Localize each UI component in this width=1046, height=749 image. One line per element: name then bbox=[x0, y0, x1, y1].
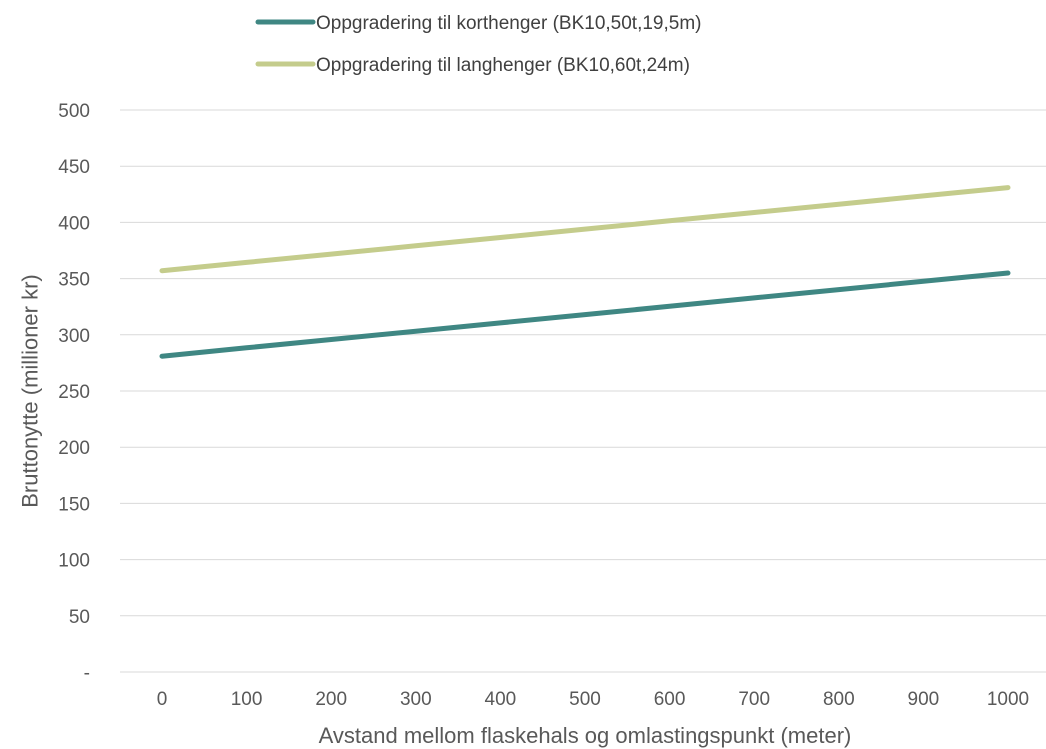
gridlines bbox=[120, 109, 1046, 673]
x-tick-label: 1000 bbox=[987, 689, 1029, 710]
y-tick-label: 150 bbox=[58, 494, 90, 515]
x-tick-label: 100 bbox=[231, 689, 263, 710]
legend: Oppgradering til korthenger (BK10,50t,19… bbox=[255, 13, 702, 76]
legend-label: Oppgradering til langhenger (BK10,60t,24… bbox=[316, 55, 690, 76]
x-tick-label: 900 bbox=[908, 689, 940, 710]
y-tick-label: 250 bbox=[58, 382, 90, 403]
x-tick-label: 600 bbox=[654, 689, 686, 710]
y-tick-label: 50 bbox=[69, 607, 90, 628]
x-tick-label: 300 bbox=[400, 689, 432, 710]
series-line bbox=[159, 270, 1011, 359]
y-tick-label: 350 bbox=[58, 270, 90, 291]
series-lines bbox=[159, 185, 1011, 359]
y-tick-label: - bbox=[84, 663, 90, 684]
y-tick-label: 400 bbox=[58, 213, 90, 234]
y-tick-label: 200 bbox=[58, 438, 90, 459]
y-tick-label: 300 bbox=[58, 326, 90, 347]
x-axis-title: Avstand mellom flaskehals og omlastingsp… bbox=[319, 723, 852, 748]
y-axis-title: Bruttonytte (millioner kr) bbox=[18, 274, 43, 508]
legend-label: Oppgradering til korthenger (BK10,50t,19… bbox=[316, 13, 702, 34]
x-tick-label: 200 bbox=[315, 689, 347, 710]
series-line bbox=[159, 185, 1011, 274]
x-tick-label: 800 bbox=[823, 689, 855, 710]
x-tick-label: 500 bbox=[569, 689, 601, 710]
x-tick-label: 400 bbox=[485, 689, 517, 710]
y-axis-ticks: - 50 100 150 200 250 300 350 400 450 500 bbox=[58, 101, 90, 684]
y-tick-label: 500 bbox=[58, 101, 90, 122]
x-axis-ticks: 0 100 200 300 400 500 600 700 800 900 1000 bbox=[157, 689, 1029, 710]
y-tick-label: 100 bbox=[58, 551, 90, 572]
x-tick-label: 700 bbox=[738, 689, 770, 710]
x-tick-label: 0 bbox=[157, 689, 168, 710]
y-tick-label: 450 bbox=[58, 157, 90, 178]
